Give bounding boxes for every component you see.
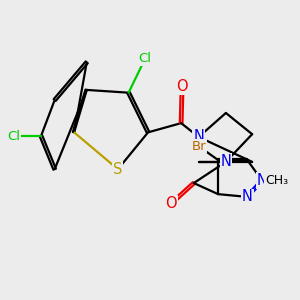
Text: CH₃: CH₃ [265, 174, 288, 187]
Text: S: S [113, 162, 123, 177]
Text: O: O [166, 196, 177, 211]
Text: N: N [256, 173, 267, 188]
Text: N: N [220, 154, 231, 169]
Text: Cl: Cl [139, 52, 152, 65]
Text: N: N [193, 130, 204, 145]
Text: O: O [176, 79, 188, 94]
Text: N: N [242, 189, 253, 204]
Text: Cl: Cl [7, 130, 20, 142]
Text: Br: Br [191, 140, 206, 153]
